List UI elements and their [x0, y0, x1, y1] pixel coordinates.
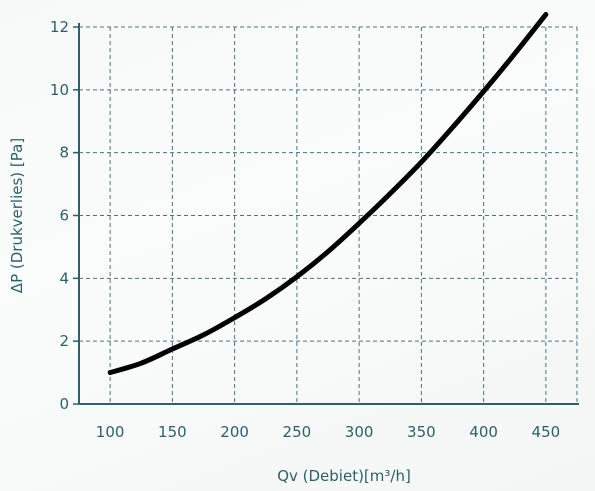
y-tick-label: 8 [59, 144, 69, 162]
pressure-drop-curve [107, 11, 549, 376]
axes [73, 23, 579, 405]
grid [79, 26, 578, 404]
x-tick-label: 150 [158, 423, 187, 441]
x-tick-label: 200 [220, 423, 249, 441]
series [107, 11, 549, 376]
x-tick-label: 400 [469, 423, 498, 441]
x-tick-label: 250 [283, 423, 312, 441]
y-axis-title: ΔP (Drukverlies) [Pa] [8, 138, 26, 293]
y-tick-label: 2 [59, 332, 69, 350]
y-tick-label: 0 [59, 395, 69, 413]
y-tick-label: 4 [59, 269, 69, 287]
labels: Qv (Debiet)[m³/h] ΔP (Drukverlies) [Pa] … [8, 18, 560, 485]
x-tick-label: 100 [96, 423, 125, 441]
x-axis-title: Qv (Debiet)[m³/h] [277, 467, 411, 485]
x-tick-label: 300 [345, 423, 374, 441]
x-tick-label: 450 [532, 423, 561, 441]
y-tick-label: 12 [50, 18, 69, 36]
y-tick-label: 10 [50, 81, 69, 99]
x-tick-label: 350 [407, 423, 436, 441]
y-tick-label: 6 [59, 207, 69, 225]
